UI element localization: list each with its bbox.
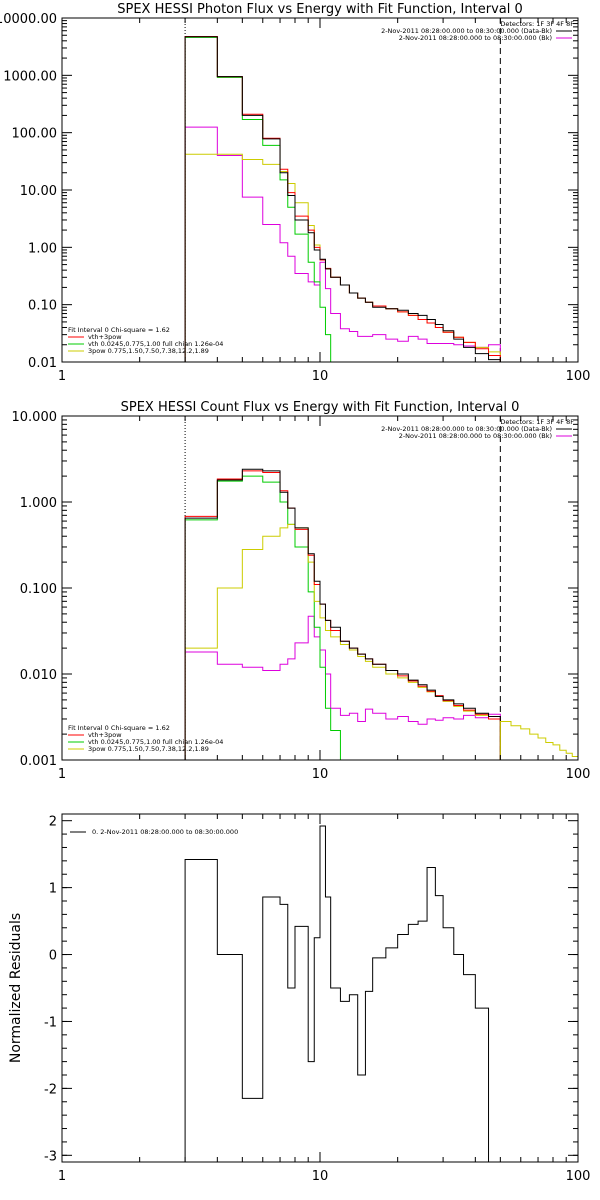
y-tick-label: 0.10 — [28, 299, 57, 314]
plot-area — [184, 18, 501, 362]
y-tick-label: 1.00 — [28, 241, 57, 256]
series-vth-line — [184, 475, 350, 760]
series-0-2-nov-2011-08-28-00-000-to-08-30-00-000-line — [184, 825, 490, 1162]
y-tick-label: 0.100 — [20, 582, 57, 597]
y-tick-label: 2 — [49, 815, 57, 830]
x-tick-label: 10 — [312, 1169, 329, 1184]
x-tick-label: 100 — [566, 369, 591, 384]
legend-entry: vth+3pow — [88, 731, 122, 739]
count-flux-chart: SPEX HESSI Count Flux vs Energy with Fit… — [12, 400, 591, 782]
x-tick-label: 1 — [58, 767, 66, 782]
series-data-bk-line — [184, 36, 501, 362]
residuals-chart: Normalized Residuals 1 10 100 -3 -2 -1 0 1 2 0. 2-… — [8, 813, 591, 1184]
x-tick-label: 1 — [58, 1169, 66, 1184]
x-tick-label: 1 — [58, 369, 66, 384]
chart-title: SPEX HESSI Count Flux vs Energy with Fit… — [121, 400, 520, 415]
series-3pow-line — [184, 523, 501, 760]
x-tick-label: 100 — [566, 1169, 591, 1184]
y-tick-label: 1.000 — [20, 496, 57, 511]
legend-fit-summary: Fit Interval 0 Chi-square = 1.62 — [68, 326, 170, 334]
legend-top-entry: 2-Nov-2011 08:28:00.000 to 08:30:00.000 … — [399, 34, 552, 42]
plot-area — [184, 416, 578, 760]
y-tick-label: 10.000 — [12, 410, 58, 425]
y-tick-label: -2 — [44, 1082, 57, 1097]
legend-entry: 3pow 0.775,1.50,7.50,7.38,12.2,1.89 — [88, 745, 209, 753]
y-tick-label: 0 — [49, 949, 57, 964]
legend-entry: 0. 2-Nov-2011 08:28:00.000 to 08:30:00.0… — [92, 828, 238, 836]
x-tick-label: 10 — [312, 767, 329, 782]
legend-fit-summary: Fit Interval 0 Chi-square = 1.62 — [68, 724, 170, 732]
legend-top-entry: 2-Nov-2011 08:28:00.000 to 08:30:00.000 … — [399, 432, 552, 440]
y-tick-label: 10000.00 — [0, 12, 57, 27]
legend-entry: 3pow 0.775,1.50,7.50,7.38,12.2,1.89 — [88, 347, 209, 355]
x-tick-label: 100 — [566, 767, 591, 782]
series-vth-3pow-line — [184, 36, 501, 362]
legend-entry: vth 0.0245,0.775,1.00 full chian 1.26e-0… — [88, 340, 223, 348]
y-tick-label: 1000.00 — [3, 69, 57, 84]
legend-top-entry: Detectors: 1F 3F 4F 8F — [500, 20, 574, 28]
y-tick-label: -3 — [44, 1149, 57, 1164]
y-tick-label: 0.010 — [20, 668, 57, 683]
legend-top-entry: 2-Nov-2011 08:28:00.000 to 08:30:00.000 … — [381, 425, 552, 433]
series-bk-line — [184, 615, 501, 760]
y-tick-label: 100.00 — [12, 127, 58, 142]
legend-top-entry: 2-Nov-2011 08:28:00.000 to 08:30:00.000 … — [381, 27, 552, 35]
legend-entry: vth+3pow — [88, 333, 122, 341]
y-tick-label: -1 — [44, 1015, 57, 1030]
photon-flux-chart: SPEX HESSI Photon Flux vs Energy with Fi… — [0, 2, 591, 384]
series-3pow-line — [184, 153, 501, 362]
x-tick-label: 10 — [312, 369, 329, 384]
y-tick-label: 0.01 — [28, 356, 57, 371]
y-axis-label: Normalized Residuals — [8, 913, 24, 1063]
y-tick-label: 1 — [49, 882, 57, 897]
series-vth-3pow-line — [184, 470, 501, 760]
series-data-bk-line — [184, 468, 501, 760]
plot-area — [184, 825, 490, 1162]
chart-title: SPEX HESSI Photon Flux vs Energy with Fi… — [117, 2, 523, 17]
y-tick-label: 0.001 — [20, 754, 57, 769]
y-tick-label: 10.00 — [20, 184, 57, 199]
legend-entry: vth 0.0245,0.775,1.00 full chian 1.26e-0… — [88, 738, 223, 746]
series-bk-line — [184, 126, 501, 362]
series-3pow-tail-line — [499, 721, 578, 760]
legend-top-entry: Detectors: 1F 3F 4F 8F — [500, 418, 574, 426]
